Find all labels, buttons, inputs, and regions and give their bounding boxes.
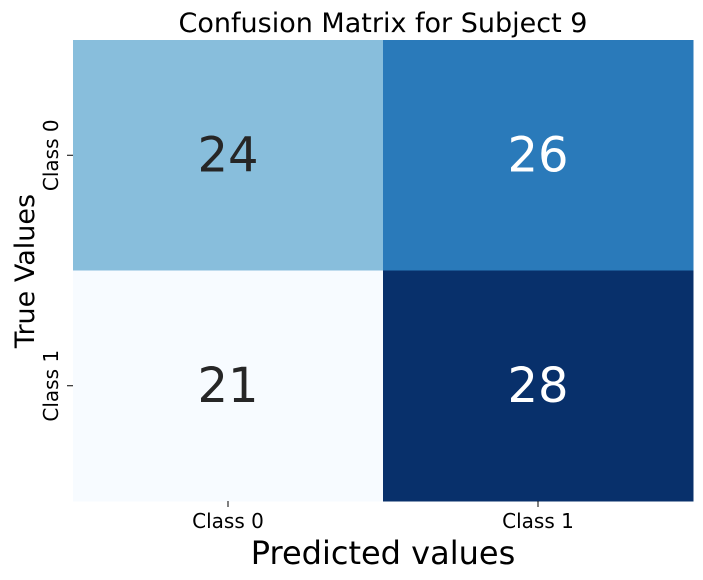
y-tick-label: Class 1 bbox=[39, 350, 63, 422]
cell-value-r0-c0: 24 bbox=[197, 127, 258, 183]
y-axis-label: True Values bbox=[10, 194, 41, 349]
heatmap-cell-r0-c1 bbox=[383, 40, 694, 271]
x-tick-label: Class 0 bbox=[192, 509, 264, 533]
cell-value-labels: 24 26 21 28 bbox=[197, 127, 568, 414]
heatmap-cell-r1-c0 bbox=[73, 270, 384, 502]
heatmap-cells bbox=[73, 40, 694, 502]
heatmap-cell-r1-c1 bbox=[383, 270, 694, 502]
cell-value-r0-c1: 26 bbox=[507, 127, 568, 183]
cell-value-r1-c1: 28 bbox=[507, 358, 568, 414]
cell-value-r1-c0: 21 bbox=[197, 358, 258, 414]
x-axis-label: Predicted values bbox=[251, 534, 515, 572]
x-axis-ticks: Class 0 Class 1 bbox=[192, 501, 574, 533]
y-tick-label: Class 0 bbox=[39, 119, 63, 191]
heatmap-cell-r0-c0 bbox=[73, 40, 384, 271]
chart-title: Confusion Matrix for Subject 9 bbox=[179, 8, 588, 39]
x-tick-label: Class 1 bbox=[502, 509, 574, 533]
y-axis-ticks: Class 0 Class 1 bbox=[39, 119, 73, 422]
